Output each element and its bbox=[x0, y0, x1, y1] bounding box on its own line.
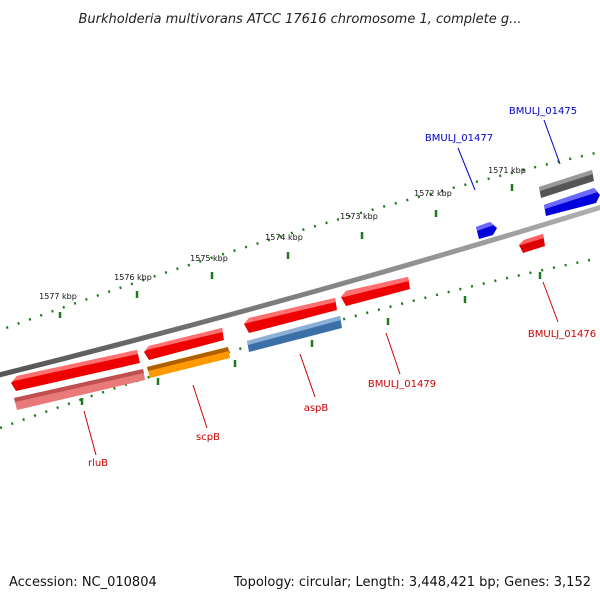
upper-major-ticks bbox=[58, 184, 514, 318]
gene-label-BMULJ_01479[interactable]: BMULJ_01479 bbox=[368, 379, 436, 390]
tick-label-1577: 1577 kbp bbox=[39, 292, 77, 301]
gene-label-scpB[interactable]: scpB bbox=[196, 432, 220, 443]
feature-scpB-product[interactable] bbox=[147, 347, 230, 378]
feature-rluB-product[interactable] bbox=[14, 369, 145, 410]
accession-text: Accession: NC_010804 bbox=[9, 575, 157, 590]
feature-rluB[interactable] bbox=[11, 350, 140, 391]
gene-label-BMULJ_01476[interactable]: BMULJ_01476 bbox=[528, 329, 596, 340]
feature-BMULJ_01476[interactable] bbox=[519, 234, 545, 253]
tick-label-1574: 1574 kbp bbox=[265, 233, 303, 242]
gene-leader-lines-blue bbox=[457, 119, 561, 191]
tick-label-1572: 1572 kbp bbox=[414, 189, 452, 198]
feature-BMULJ_01475-blue[interactable] bbox=[544, 188, 600, 216]
feature-BMULJ_01475-gray[interactable] bbox=[539, 170, 594, 198]
lower-major-ticks bbox=[80, 272, 542, 405]
gene-label-BMULJ_01475[interactable]: BMULJ_01475 bbox=[509, 106, 577, 117]
topology-summary: Topology: circular; Length: 3,448,421 bp… bbox=[233, 575, 591, 590]
feature-aspB-product[interactable] bbox=[247, 316, 342, 352]
gene-leader-lines bbox=[83, 281, 559, 456]
map-title: Burkholderia multivorans ATCC 17616 chro… bbox=[79, 12, 522, 27]
feature-scpB[interactable] bbox=[144, 328, 224, 360]
feature-BMULJ_01479[interactable] bbox=[341, 277, 410, 306]
lower-tick-track bbox=[0, 258, 591, 430]
gene-label-BMULJ_01477[interactable]: BMULJ_01477 bbox=[425, 133, 493, 144]
tick-label-1571: 1571 kbp bbox=[488, 166, 526, 175]
upper-tick-track bbox=[0, 150, 600, 332]
feature-aspB[interactable] bbox=[244, 298, 337, 333]
chromosome-backbone bbox=[0, 204, 600, 378]
gene-label-aspB[interactable]: aspB bbox=[304, 403, 329, 414]
tick-label-1575: 1575 kbp bbox=[190, 254, 228, 263]
feature-BMULJ_01477[interactable] bbox=[476, 222, 497, 239]
tick-label-1573: 1573 kbp bbox=[340, 212, 378, 221]
gene-label-rluB[interactable]: rluB bbox=[88, 458, 108, 469]
tick-label-1576: 1576 kbp bbox=[114, 273, 152, 282]
